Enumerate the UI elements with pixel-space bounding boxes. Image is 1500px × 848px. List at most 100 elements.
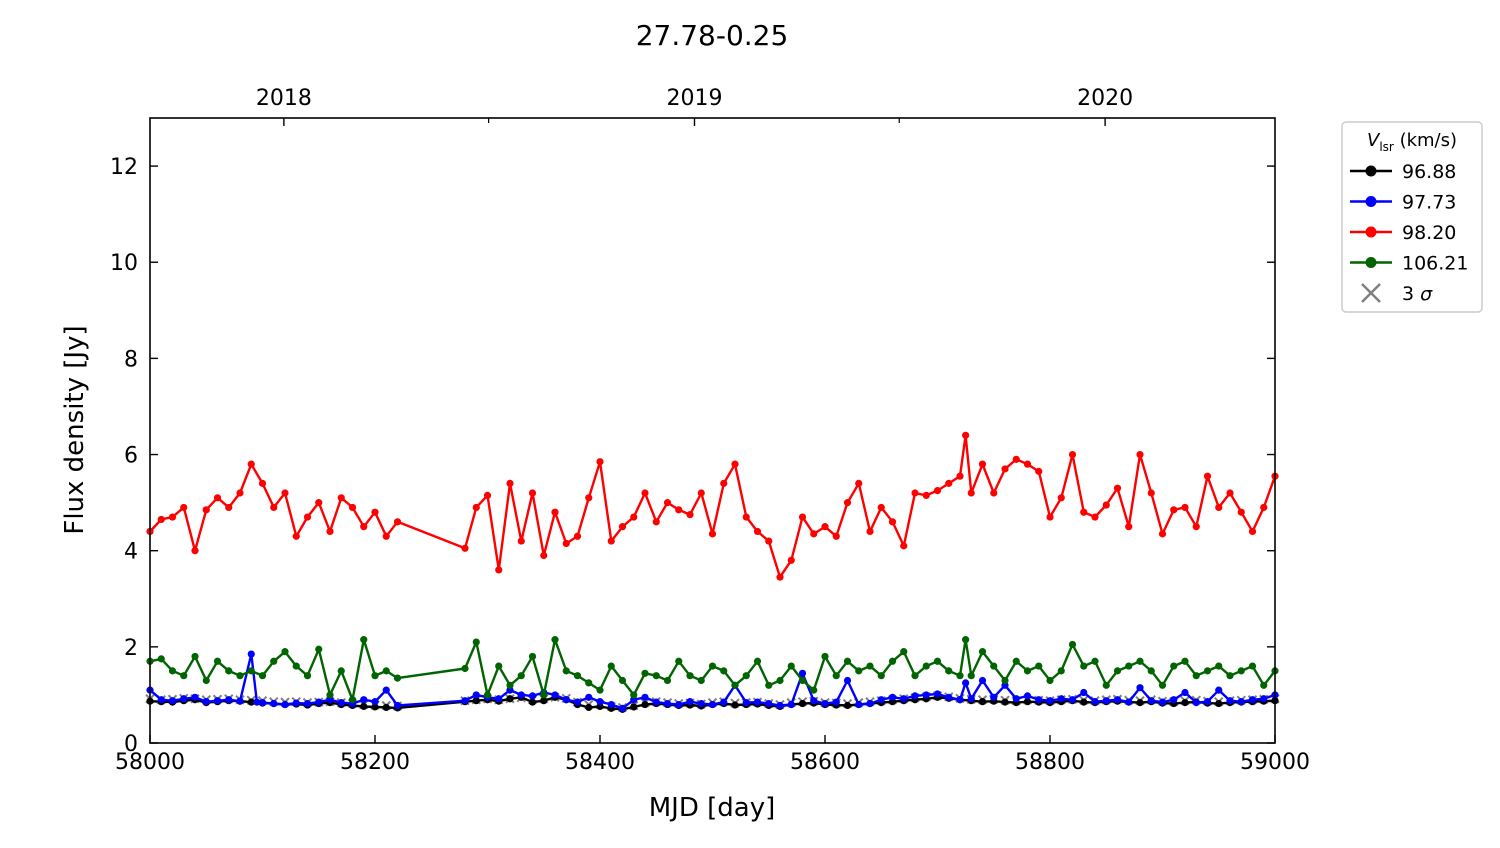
data-point xyxy=(585,679,593,687)
legend-entry: 97.73 xyxy=(1350,192,1456,214)
legend-title-unit: (km/s) xyxy=(1394,130,1457,151)
data-point xyxy=(495,695,503,703)
data-point xyxy=(832,698,840,706)
data-point xyxy=(495,566,503,574)
data-point xyxy=(247,698,255,706)
data-point xyxy=(765,699,773,708)
data-point xyxy=(247,650,255,658)
data-point xyxy=(1023,698,1032,706)
data-point xyxy=(1057,494,1065,502)
data-point xyxy=(607,662,615,670)
data-point xyxy=(1136,684,1144,692)
data-point xyxy=(720,698,728,706)
plot-series xyxy=(145,431,1280,713)
data-point xyxy=(180,695,188,703)
data-point xyxy=(1068,640,1077,649)
data-point xyxy=(596,686,604,694)
data-point xyxy=(675,657,683,665)
data-point xyxy=(1170,662,1178,670)
data-point xyxy=(1035,662,1043,670)
legend-marker xyxy=(1365,226,1377,238)
data-point xyxy=(528,652,537,661)
data-point xyxy=(168,513,177,521)
data-point xyxy=(900,648,908,656)
data-point xyxy=(1260,695,1268,703)
data-point xyxy=(371,698,379,706)
data-point xyxy=(315,499,323,507)
data-point xyxy=(753,527,762,536)
data-point xyxy=(1057,667,1065,675)
data-point xyxy=(483,491,492,500)
x-tick-label: 58400 xyxy=(565,750,635,775)
data-point xyxy=(1102,681,1110,689)
data-point xyxy=(1226,697,1234,705)
y-tick-label: 4 xyxy=(124,540,138,565)
data-point xyxy=(191,693,199,701)
data-point xyxy=(1001,676,1009,685)
data-point xyxy=(382,667,390,675)
data-point xyxy=(1237,508,1245,516)
data-point xyxy=(663,699,672,708)
data-point xyxy=(472,697,480,705)
data-point xyxy=(253,698,261,706)
data-point xyxy=(686,698,694,706)
data-point xyxy=(618,676,627,685)
data-point xyxy=(281,700,289,709)
data-point xyxy=(967,695,975,703)
data-point xyxy=(641,669,649,677)
x-axis: 58000 58200 58400 58600 58800 59000 xyxy=(115,735,1310,775)
data-point xyxy=(1102,501,1110,509)
y-tick-label: 10 xyxy=(110,251,138,276)
data-point xyxy=(708,530,717,538)
data-point xyxy=(360,696,368,704)
x-tick-label: 58800 xyxy=(1015,750,1085,775)
data-point xyxy=(258,672,267,680)
data-point xyxy=(810,686,818,694)
data-point xyxy=(1080,688,1088,697)
data-point xyxy=(506,695,514,703)
data-point xyxy=(270,699,278,708)
data-point xyxy=(911,489,919,497)
data-point xyxy=(157,515,165,524)
data-point xyxy=(1170,696,1178,704)
data-point xyxy=(573,698,582,706)
data-point xyxy=(753,698,762,706)
data-point xyxy=(596,698,604,706)
data-point xyxy=(945,667,953,675)
legend-label: 3 σ xyxy=(1402,283,1433,305)
data-point xyxy=(888,693,897,701)
data-point xyxy=(1192,672,1200,680)
data-point xyxy=(472,638,480,646)
data-point xyxy=(933,486,942,495)
data-point xyxy=(202,698,210,706)
legend-entry: 98.20 xyxy=(1350,222,1456,244)
data-point xyxy=(1091,657,1099,665)
data-point xyxy=(472,503,480,512)
data-point xyxy=(967,672,975,680)
data-point xyxy=(540,551,548,560)
data-point xyxy=(1012,657,1020,665)
data-point xyxy=(517,672,525,680)
y-tick-label: 8 xyxy=(124,347,138,372)
data-point xyxy=(180,503,188,512)
data-point xyxy=(303,699,312,708)
data-point xyxy=(877,672,885,680)
x-axis-label: MJD [day] xyxy=(649,793,776,823)
data-point xyxy=(1057,695,1065,703)
data-point xyxy=(1136,699,1144,707)
legend-label: 106.21 xyxy=(1402,253,1468,275)
data-point xyxy=(697,699,705,708)
data-point xyxy=(1035,696,1043,704)
data-point xyxy=(360,523,368,531)
data-point xyxy=(832,532,840,540)
data-point xyxy=(213,494,222,502)
data-point xyxy=(956,472,964,480)
series-97-73 xyxy=(146,650,1279,712)
data-point xyxy=(1001,698,1009,706)
data-point xyxy=(1192,699,1200,707)
data-point xyxy=(225,503,233,512)
data-point xyxy=(202,676,210,685)
data-point xyxy=(585,494,593,502)
data-point xyxy=(866,699,874,708)
data-point xyxy=(1136,657,1144,665)
